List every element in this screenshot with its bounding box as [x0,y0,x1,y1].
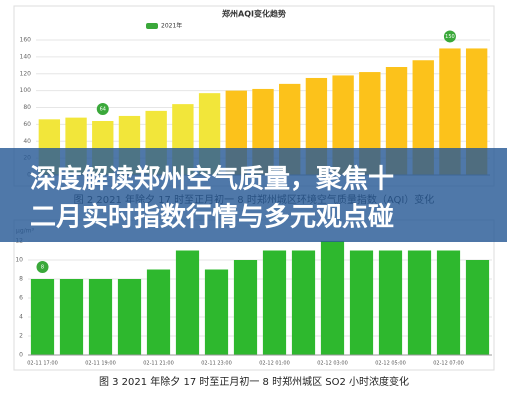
x-tick-label: 02-11 21:00 [143,361,174,367]
bar [439,48,461,175]
x-tick-label: 02-11 19:00 [85,361,116,367]
value-label: 64 [100,107,106,113]
x-tick-label: 02-11 23:00 [201,361,232,367]
y-tick-label: 40 [23,138,31,145]
value-pin [36,261,49,273]
bar [436,250,461,355]
y-tick-label: 2 [19,333,23,340]
banner-headline: 二月实时指数行情与多元观点碰 [30,202,394,233]
y-tick-label: 4 [19,314,23,321]
bar [291,250,316,355]
y-tick-label: 60 [23,121,31,128]
legend-label: 2021年 [161,22,182,30]
x-tick-label: 02-11 17:00 [27,361,58,367]
x-tick-label: 02-12 05:00 [375,361,406,367]
value-label: 8 [41,265,44,271]
y-tick-label: 8 [19,276,23,283]
banner-headline: 深度解读郑州空气质量，聚焦十 [30,164,394,195]
bar [175,250,200,355]
bar [233,260,258,355]
y-tick-label: 160 [20,37,32,44]
bar [407,250,432,355]
bar [320,241,345,355]
bar [262,250,287,355]
y-tick-label: 140 [20,53,32,60]
bar [465,260,490,355]
y-tick-label: 0 [19,352,23,359]
bar [117,279,142,355]
x-tick-label: 02-12 01:00 [259,361,290,367]
bar [59,279,84,355]
bar [204,269,229,355]
bar [30,279,55,355]
bar [465,48,488,175]
value-pin [96,103,109,115]
bar [412,60,434,175]
bar [378,250,403,355]
value-label: 150 [445,34,455,40]
caption: 图 3 2021 年除夕 17 时至正月初一 8 时郑州城区 SO2 小时浓度变… [99,375,409,388]
bar [88,279,113,355]
bar [349,250,374,355]
x-tick-label: 02-12 03:00 [317,361,348,367]
y-tick-label: 100 [20,87,32,94]
legend-swatch [146,23,158,29]
chart-title: 郑州AQI变化趋势 [222,9,286,19]
value-pin [443,30,456,43]
bar [146,269,171,355]
banner [0,148,507,242]
y-tick-label: 6 [19,295,23,302]
x-tick-label: 02-12 07:00 [433,361,464,367]
y-tick-label: 80 [23,104,31,111]
y-tick-label: 10 [15,257,23,264]
y-tick-label: 120 [20,70,32,77]
